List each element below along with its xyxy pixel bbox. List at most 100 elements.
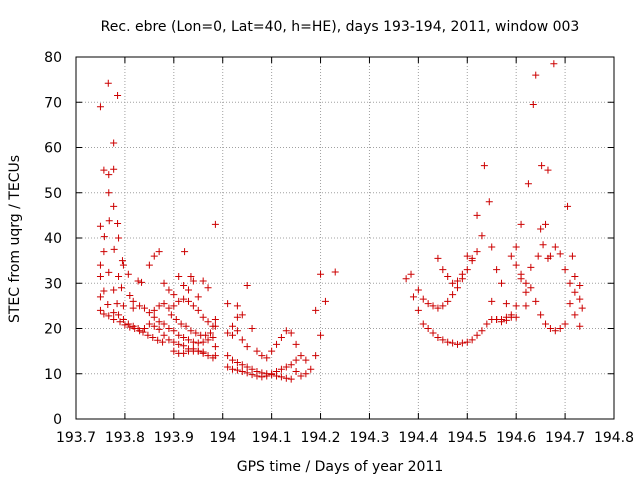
data-point [233,366,241,374]
data-point [498,318,506,326]
data-point [434,304,442,312]
data-point [449,339,457,347]
data-point [538,162,546,170]
data-point [512,261,520,269]
data-point [551,327,559,335]
data-point [243,282,251,290]
data-point [268,370,276,378]
data-point [194,339,202,347]
data-point [110,315,118,323]
data-point [180,295,188,303]
data-point [468,254,476,262]
data-point [458,339,466,347]
data-point [115,272,123,280]
data-point [258,352,266,360]
data-point [578,304,586,312]
data-point [517,220,525,228]
data-point [268,347,276,355]
data-point [110,309,118,317]
data-point [439,266,447,274]
data-point [419,295,427,303]
data-point [556,325,564,332]
data-point [292,340,300,348]
data-point [287,375,295,383]
data-point [229,331,237,339]
data-point [566,300,574,308]
data-point [175,331,183,339]
data-point [150,313,158,321]
data-point [170,338,178,346]
data-point [126,291,134,299]
data-point [502,316,510,324]
x-tick-label: 194.8 [594,430,634,446]
data-point [312,352,320,360]
plot-area-frame [75,56,615,420]
data-point [282,374,290,382]
data-point [512,302,520,310]
data-point [105,171,113,179]
data-point [167,311,175,319]
data-point [537,225,545,233]
data-point [211,220,219,228]
data-point [282,327,290,335]
data-point [105,189,113,197]
data-point [453,340,461,348]
data-point [480,162,488,170]
data-point [170,291,178,299]
data-point [576,282,584,290]
data-point [96,103,104,111]
data-point [211,322,219,330]
data-point [444,272,452,280]
data-point [224,300,232,308]
y-tick-label: 80 [44,50,62,66]
data-point [129,297,137,305]
data-point [473,331,481,339]
data-point [292,367,300,375]
data-point [434,254,442,262]
data-point [134,277,142,285]
data-point [527,284,535,292]
data-point [199,338,207,346]
data-point [96,222,104,230]
data-point [100,166,108,174]
data-point [184,336,192,344]
data-point [238,367,246,375]
data-point [110,165,118,173]
data-point [502,300,510,308]
x-tick-label: 193.7 [56,430,96,446]
y-tick-label: 60 [44,141,62,157]
data-point [121,321,129,329]
data-point [140,304,148,312]
data-point [263,372,271,380]
y-tick-label: 50 [44,186,62,202]
data-point [150,322,158,330]
data-point [159,338,167,346]
data-point [546,325,554,332]
data-point [138,278,146,286]
data-point [160,300,168,308]
data-point [253,372,261,380]
data-point [522,288,530,296]
data-point [424,325,432,332]
data-point [180,349,188,357]
data-point [144,331,152,339]
data-point [175,297,183,305]
x-axis-tick-labels: 193.7 193.8 193.9 194 194.1 194.2 194.3 194.4 19… [56,430,634,446]
data-point [321,297,329,305]
data-point [187,327,195,335]
y-tick-label: 0 [53,412,62,428]
data-point [458,270,466,278]
data-point [238,361,246,369]
data-point [576,295,584,303]
data-point [307,365,315,373]
data-point [424,300,432,308]
data-point [131,325,139,332]
data-point [224,363,232,371]
data-point [184,347,192,355]
axis-ticks [75,56,615,420]
grid-lines [76,57,614,419]
data-point [139,328,147,336]
data-point [145,309,153,317]
y-axis-label: STEC from uqrg / TECUs [7,155,23,323]
